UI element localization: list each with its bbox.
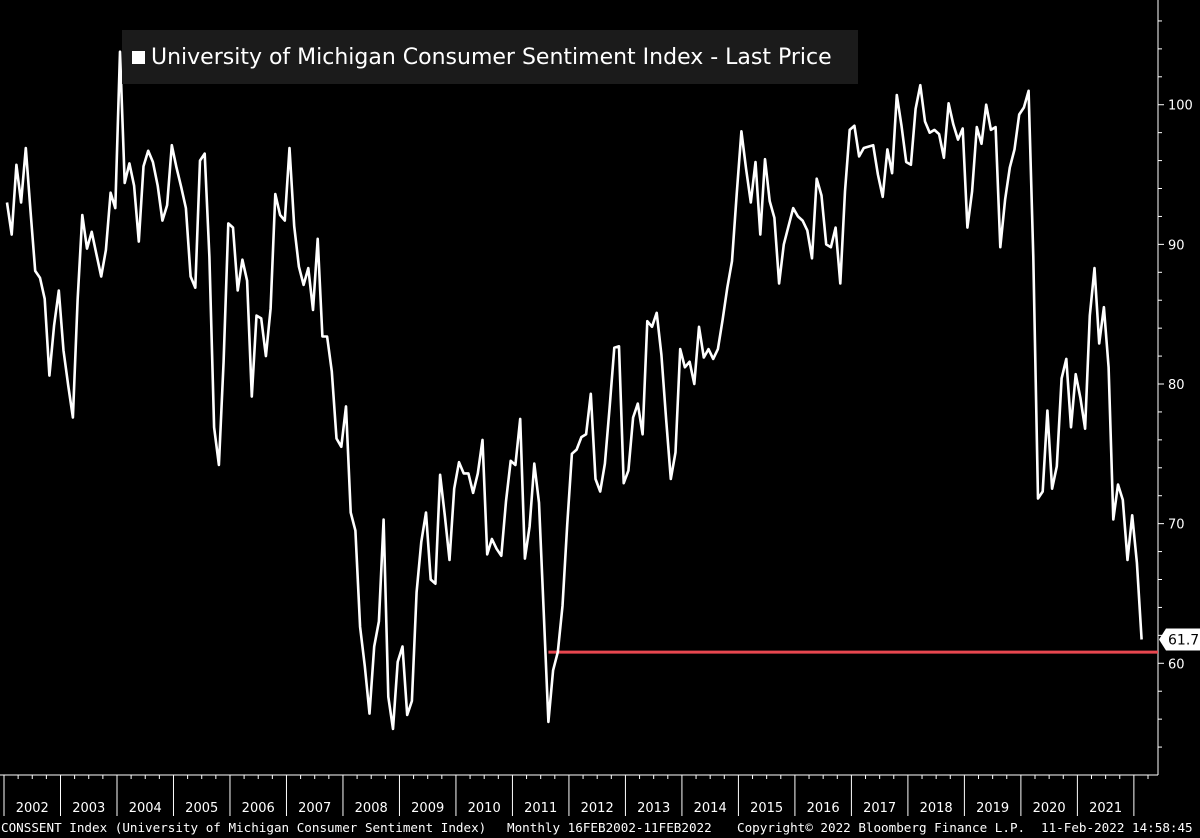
y-tick-label: 100: [1168, 99, 1193, 114]
x-tick-label: 2012: [581, 801, 614, 816]
last-value-label: 61.7: [1168, 633, 1199, 649]
legend-swatch: [132, 50, 145, 64]
x-tick-label: 2013: [637, 801, 670, 816]
x-tick-label: 2017: [863, 801, 896, 816]
footer-copyright: Copyright© 2022 Bloomberg Finance L.P.: [737, 820, 1026, 835]
x-tick-label: 2008: [355, 801, 388, 816]
x-tick-label: 2003: [72, 801, 105, 816]
footer-timestamp: 11-Feb-2022 14:58:45: [1041, 820, 1193, 835]
series-line: [5, 50, 1143, 731]
y-tick-label: 80: [1168, 378, 1185, 393]
x-tick-label: 2002: [16, 801, 49, 816]
footer: CONSSENT Index (University of Michigan C…: [0, 818, 1200, 838]
x-tick-label: 2011: [524, 801, 557, 816]
footer-period: Monthly 16FEB2002-11FEB2022: [507, 820, 712, 835]
x-tick-label: 2009: [411, 801, 444, 816]
y-tick-label: 70: [1168, 518, 1185, 533]
y-tick-label: 90: [1168, 238, 1185, 253]
series-group: [5, 50, 1143, 731]
legend: University of Michigan Consumer Sentimen…: [122, 30, 858, 84]
x-tick-label: 2020: [1033, 801, 1066, 816]
x-tick-label: 2005: [185, 801, 218, 816]
x-tick-label: 2010: [468, 801, 501, 816]
y-tick-label: 60: [1168, 657, 1185, 672]
last-value-tag: [1159, 628, 1200, 651]
last-value-marker: 61.7: [1159, 628, 1200, 651]
x-tick-label: 2016: [807, 801, 840, 816]
x-tick-label: 2004: [129, 801, 162, 816]
x-tick-label: 2019: [976, 801, 1009, 816]
x-tick-label: 2014: [694, 801, 727, 816]
x-tick-label: 2007: [298, 801, 331, 816]
legend-label: University of Michigan Consumer Sentimen…: [151, 44, 832, 70]
x-tick-label: 2021: [1089, 801, 1122, 816]
x-tick-label: 2018: [920, 801, 953, 816]
axes: 60 70 80 90 100 2002 2003 2004 2005 2006 2007 2008 2…: [0, 0, 1193, 816]
x-tick-label: 2015: [750, 801, 783, 816]
x-tick-label: 2006: [242, 801, 275, 816]
footer-ticker: CONSSENT Index (University of Michigan C…: [1, 820, 487, 835]
